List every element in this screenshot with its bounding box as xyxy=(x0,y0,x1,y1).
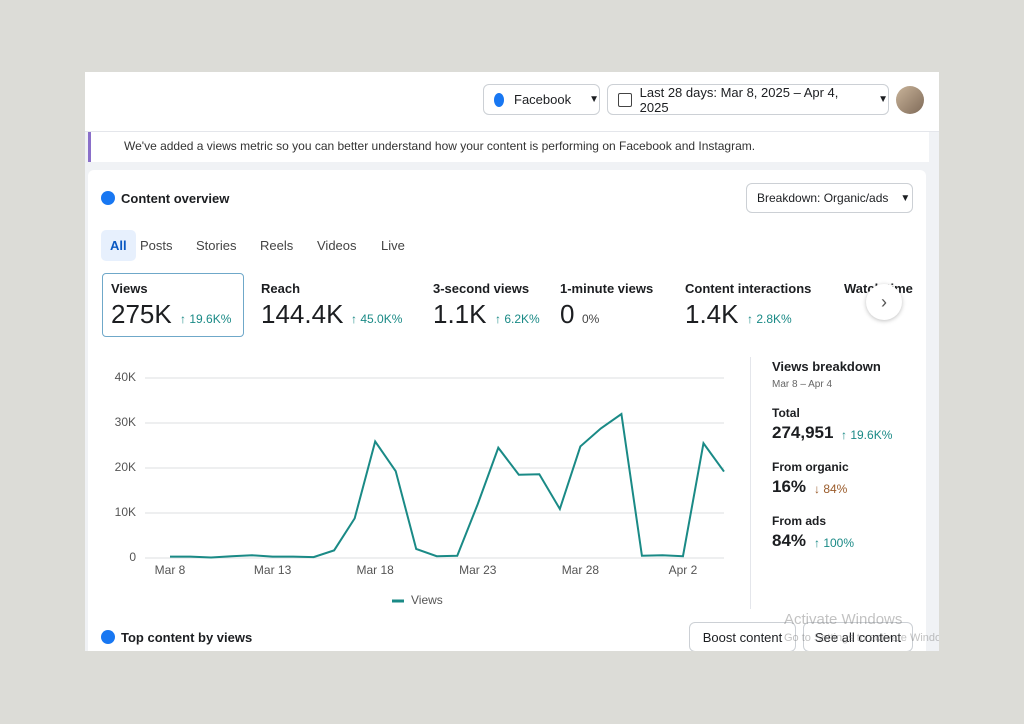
breakdown-title: Views breakdown xyxy=(772,359,881,374)
date-range: Last 28 days: Mar 8, 2025 – Apr 4, 2025 xyxy=(639,84,839,115)
see-all-button[interactable]: See all content xyxy=(803,622,913,651)
boost-button[interactable]: Boost content xyxy=(689,622,796,651)
notice-bar: We've added a views metric so you can be… xyxy=(88,132,929,162)
x-tick-label: Mar 8 xyxy=(155,563,186,577)
item-label: From ads xyxy=(772,514,827,528)
watermark-subtitle: Go to Settings to activate Windows. xyxy=(784,632,939,644)
y-tick-label: 10K xyxy=(115,505,136,519)
metric-label: Reach xyxy=(261,281,301,296)
metric-label: 3-second views xyxy=(433,281,530,296)
tab[interactable]: Stories xyxy=(196,238,237,253)
y-tick-label: 0 xyxy=(129,550,136,564)
breakdown-period: Mar 8 – Apr 4 xyxy=(772,379,833,390)
metric-value: 144.4K xyxy=(261,299,344,329)
x-tick-label: Mar 23 xyxy=(459,563,497,577)
x-tick-label: Mar 28 xyxy=(562,563,600,577)
y-tick-label: 30K xyxy=(115,415,136,429)
item-value: 84% xyxy=(772,531,807,550)
metric-value: 0 xyxy=(560,299,575,329)
metric-value: 1.4K xyxy=(685,299,739,329)
y-tick-label: 20K xyxy=(115,460,136,474)
date-selector[interactable]: Last 28 days: Mar 8, 2025 – Apr 4, 2025 ▼ xyxy=(607,84,889,115)
metric-label: Content interactions xyxy=(685,281,812,296)
metric-change: ↑ 19.6K% xyxy=(180,312,232,326)
x-tick-label: Mar 13 xyxy=(254,563,292,577)
item-change: ↓ 84% xyxy=(814,482,848,496)
button-label: See all content xyxy=(814,629,901,645)
watermark-title: Activate Windows xyxy=(784,611,903,628)
fb-icon xyxy=(101,191,115,205)
y-tick-label: 40K xyxy=(115,370,136,384)
breakdown: Breakdown: Organic/ads xyxy=(757,191,889,205)
overview-title: Content overview xyxy=(121,191,230,206)
x-tick-label: Apr 2 xyxy=(669,563,698,577)
tab[interactable]: Reels xyxy=(260,238,294,253)
item-label: Total xyxy=(772,406,800,420)
item-change: ↑ 100% xyxy=(814,536,855,550)
item-value: 274,951 xyxy=(772,423,834,442)
platform-selector[interactable]: Facebook ▼ xyxy=(483,84,600,115)
metric-label: Views xyxy=(111,281,148,296)
metric-label: 1-minute views xyxy=(560,281,654,296)
platform: Facebook xyxy=(514,92,572,107)
tab[interactable]: Live xyxy=(381,238,405,253)
metric-change: ↑ 6.2K% xyxy=(495,312,540,326)
breakdown-selector[interactable]: Breakdown: Organic/ads ▼ xyxy=(746,183,913,213)
legend-label: Views xyxy=(411,593,443,607)
line xyxy=(170,412,725,559)
metric-change: ↑ 45.0K% xyxy=(351,312,403,326)
button-label: Boost content xyxy=(702,629,783,645)
x-tick-label: Mar 18 xyxy=(357,563,395,577)
fb-icon xyxy=(101,630,115,644)
notice-text: We've added a views metric so you can be… xyxy=(124,139,756,153)
avatar[interactable] xyxy=(896,86,924,114)
metric-value: 275K xyxy=(111,299,172,329)
item-value: 16% xyxy=(772,477,807,496)
tab[interactable]: All xyxy=(101,230,136,261)
app-panel: Facebook ▼ Last 28 days: Mar 8, 2025 – Ap… xyxy=(85,72,939,651)
footer-title: Top content by views xyxy=(121,630,253,645)
metric-value: 1.1K xyxy=(433,299,487,329)
metric-change: ↑ 2.8K% xyxy=(747,312,792,326)
item-change: ↑ 19.6K% xyxy=(841,428,893,442)
scroll-right: › xyxy=(866,284,902,320)
selected-box xyxy=(102,273,244,337)
tab[interactable]: Videos xyxy=(317,238,357,253)
tab[interactable]: Posts xyxy=(140,238,173,253)
overview-card: Content overview Breakdown: Organic/ads ▼… xyxy=(88,170,926,651)
divider xyxy=(750,357,751,609)
item-label: From organic xyxy=(772,460,849,474)
metric-change: 0% xyxy=(582,312,600,326)
